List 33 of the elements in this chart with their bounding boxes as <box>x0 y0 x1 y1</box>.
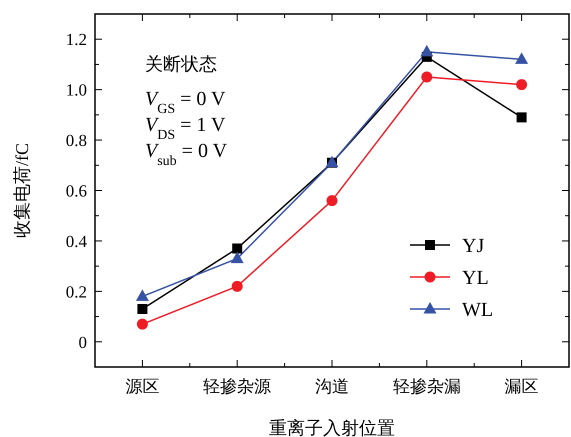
point <box>136 318 148 330</box>
x-tick-label: 漏区 <box>504 377 539 396</box>
x-axis-title: 重离子入射位置 <box>269 418 395 437</box>
y-tick-label: 0.6 <box>66 182 87 200</box>
y-tick-label: 0 <box>78 332 87 352</box>
annotation: V$_{DS}$ = 1 V <box>145 114 226 142</box>
point <box>326 195 338 206</box>
point <box>137 304 148 314</box>
point <box>232 280 243 292</box>
point <box>516 112 527 122</box>
legend-label: WL <box>462 299 494 321</box>
y-tick-label: 0.2 <box>66 282 87 302</box>
annotation: V$_{GS}$ = 0 V <box>145 88 226 116</box>
point <box>421 72 432 83</box>
annotation: V$_{sub}$ = 0 V <box>145 140 228 168</box>
y-tick-label: 0.8 <box>66 131 87 150</box>
point <box>420 44 434 56</box>
point <box>232 243 242 254</box>
y-tick-label: 0.4 <box>66 232 88 251</box>
point <box>515 52 528 64</box>
point <box>516 79 528 90</box>
point <box>136 289 149 301</box>
annotation: 关断状态 <box>145 54 217 74</box>
legend-label: YL <box>462 267 489 289</box>
x-tick-label: 轻掺杂源 <box>203 377 272 396</box>
y-tick-label: 1.2 <box>66 30 87 50</box>
x-tick-label: 源区 <box>125 377 160 396</box>
y-axis-title: 收集电荷/fC <box>12 142 32 238</box>
legend-label: YJ <box>462 235 484 257</box>
point <box>230 252 244 264</box>
x-tick-label: 沟道 <box>315 377 349 396</box>
y-tick-label: 1.0 <box>66 80 87 100</box>
x-tick-label: 轻掺杂漏 <box>392 377 461 396</box>
